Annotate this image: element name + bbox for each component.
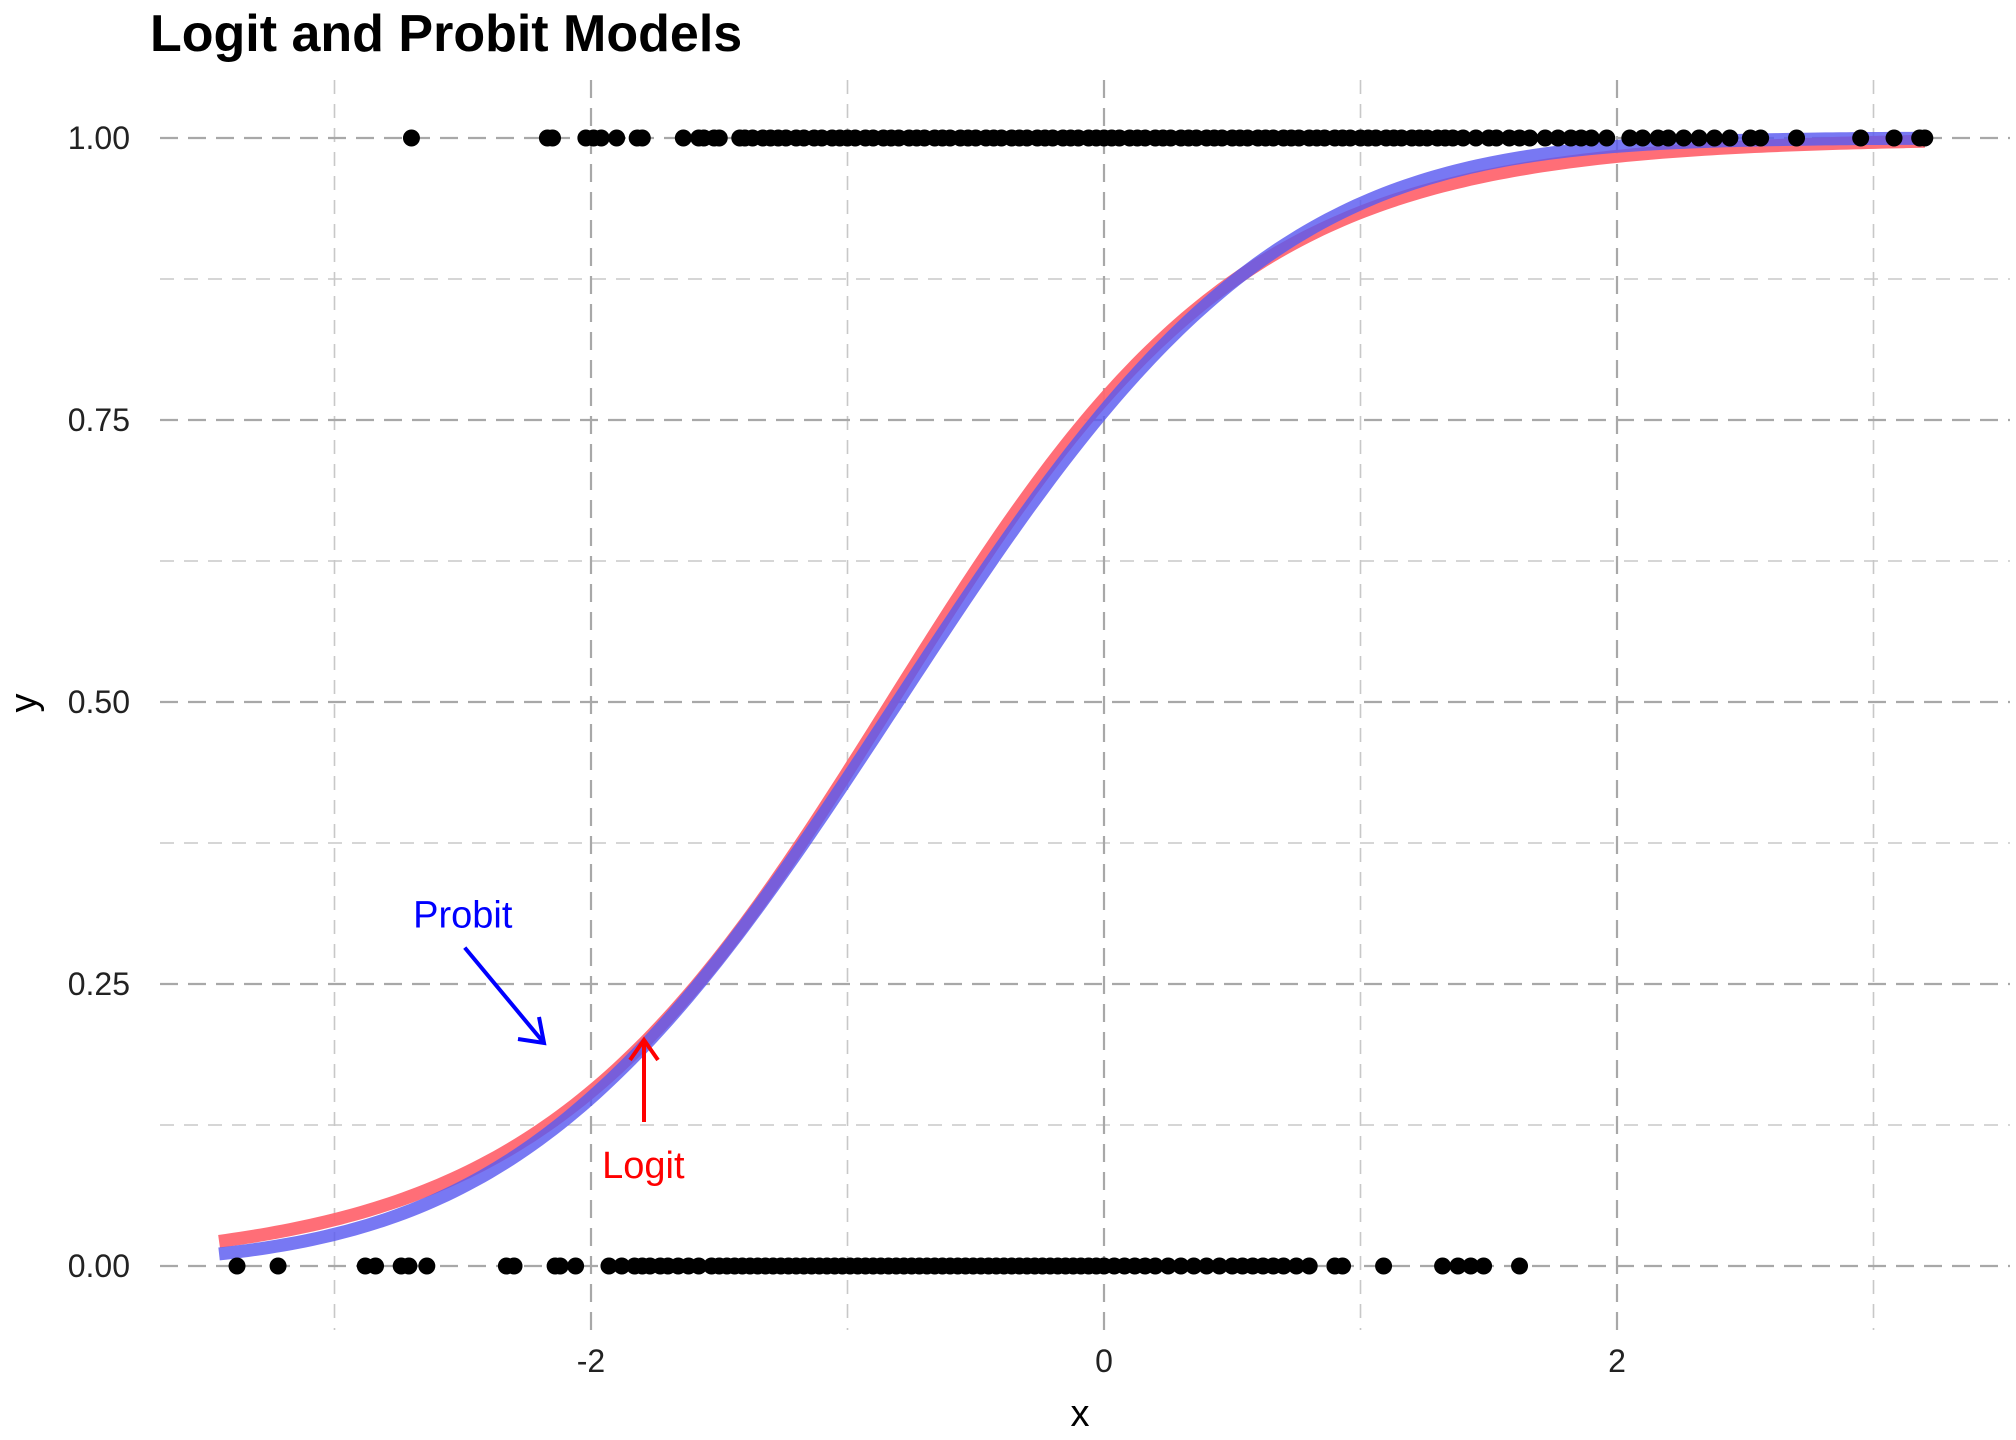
data-point	[1536, 129, 1554, 147]
data-point	[1287, 1257, 1305, 1275]
data-point	[1885, 129, 1903, 147]
x-tick-label: -2	[577, 1343, 605, 1379]
data-point	[418, 1257, 436, 1275]
data-point	[1375, 1257, 1393, 1275]
y-tick-label: 0.50	[68, 684, 130, 720]
chart-title: Logit and Probit Models	[150, 5, 743, 63]
data-point	[1487, 129, 1505, 147]
y-tick-label: 0.75	[68, 402, 130, 438]
data-point	[1434, 1257, 1452, 1275]
tick-labels: -2 0 2 0.00 0.25 0.50 0.75 1.00	[68, 120, 1626, 1379]
data-point	[551, 1257, 569, 1275]
data-point	[228, 1257, 246, 1275]
annotations: Probit Logit	[413, 895, 685, 1188]
data-point	[1300, 1257, 1318, 1275]
y-tick-label: 1.00	[68, 120, 130, 156]
y-tick-label: 0.25	[68, 966, 130, 1002]
data-point	[1634, 129, 1652, 147]
data-point	[1454, 129, 1472, 147]
data-point	[402, 129, 420, 147]
data-point	[1475, 1257, 1493, 1275]
data-point	[1467, 129, 1485, 147]
data-point	[1549, 129, 1567, 147]
logit-label: Logit	[602, 1145, 685, 1187]
data-point	[1582, 129, 1600, 147]
data-point	[1598, 129, 1616, 147]
data-point	[592, 129, 610, 147]
data-point	[674, 129, 692, 147]
logit-curve	[218, 134, 1925, 1248]
probit-arrow-shaft	[463, 946, 546, 1045]
data-point	[1462, 1257, 1480, 1275]
model-curves	[218, 131, 1925, 1261]
data-point	[1511, 1257, 1529, 1275]
y-axis-title: y	[3, 694, 45, 713]
data-point	[1852, 129, 1870, 147]
data-point	[1621, 129, 1639, 147]
data-point	[505, 1257, 523, 1275]
data-point	[1721, 129, 1739, 147]
x-tick-label: 2	[1608, 1343, 1626, 1379]
data-point	[1185, 1257, 1203, 1275]
data-point	[1788, 129, 1806, 147]
data-point	[1916, 129, 1934, 147]
data-point	[633, 129, 651, 147]
data-point	[544, 129, 562, 147]
data-points	[228, 129, 1934, 1275]
major-gridlines	[160, 80, 2010, 1330]
probit-label: Probit	[413, 895, 513, 937]
data-point	[1690, 129, 1708, 147]
data-point	[1705, 129, 1723, 147]
data-point	[1159, 1257, 1177, 1275]
probit-arrow-head	[517, 1016, 547, 1046]
data-point	[269, 1257, 287, 1275]
data-point	[1198, 1257, 1216, 1275]
x-tick-label: 0	[1095, 1343, 1113, 1379]
data-point	[1172, 1257, 1190, 1275]
data-point	[1752, 129, 1770, 147]
probit-curve	[218, 131, 1925, 1261]
data-point	[608, 129, 626, 147]
data-point	[600, 1257, 618, 1275]
data-point	[367, 1257, 385, 1275]
data-point	[1521, 129, 1539, 147]
data-point	[1146, 1257, 1164, 1275]
x-axis-title: x	[1071, 1393, 1090, 1435]
data-point	[567, 1257, 585, 1275]
data-point	[710, 129, 728, 147]
data-point	[1659, 129, 1677, 147]
data-point	[1275, 1257, 1293, 1275]
data-point	[400, 1257, 418, 1275]
minor-gridlines	[160, 80, 2010, 1330]
data-point	[613, 1257, 631, 1275]
data-point	[1675, 129, 1693, 147]
y-tick-label: 0.00	[68, 1248, 130, 1284]
data-point	[1334, 1257, 1352, 1275]
data-point	[690, 1257, 708, 1275]
data-point	[1210, 1257, 1228, 1275]
data-point	[1449, 1257, 1467, 1275]
logit-arrow-head	[628, 1036, 660, 1062]
